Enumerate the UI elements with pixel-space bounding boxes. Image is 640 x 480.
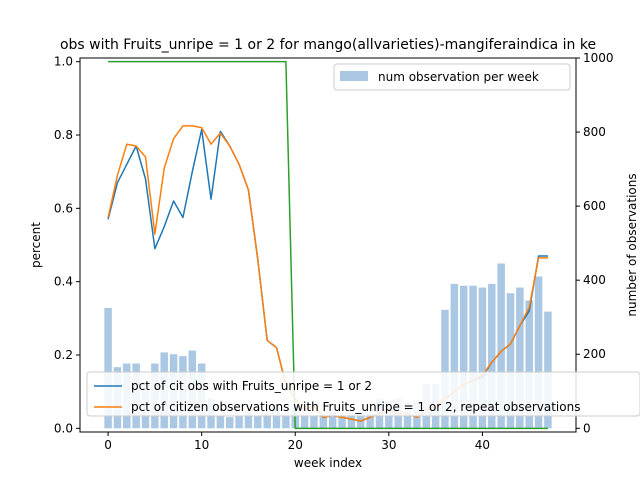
bar — [347, 413, 356, 429]
legend-box — [86, 371, 640, 417]
x-tick-label: 40 — [475, 438, 490, 452]
y-right-tick-label: 1000 — [583, 51, 614, 65]
plot-frame — [79, 57, 577, 433]
y-axis-right-label: number of observations — [625, 173, 639, 316]
x-axis-label: week index — [294, 456, 362, 470]
bar — [469, 285, 477, 429]
x-tick-label: 30 — [381, 438, 396, 452]
bar — [534, 276, 543, 429]
y-axis-right: 0 200 400 600 800 1000 — [576, 51, 614, 435]
chart-title: obs with Fruits_unripe = 1 or 2 for mang… — [60, 37, 596, 53]
legend-label: pct of cit obs with Fruits_unripe = 1 or… — [131, 379, 372, 393]
bar — [300, 413, 309, 429]
legend-lines: pct of cit obs with Fruits_unripe = 1 or… — [86, 371, 640, 417]
bar — [478, 287, 487, 429]
y-tick-label: 0.6 — [54, 201, 73, 215]
y-axis-label: percent — [29, 222, 43, 268]
bar — [104, 307, 112, 429]
x-tick-label: 10 — [194, 438, 209, 452]
y-right-tick-label: 0 — [583, 421, 591, 435]
y-tick-label: 0.2 — [54, 348, 73, 362]
bar — [282, 413, 290, 429]
y-right-tick-label: 200 — [583, 347, 606, 361]
bar — [544, 311, 552, 429]
y-tick-label: 0.4 — [54, 275, 73, 289]
y-tick-label: 0.8 — [54, 128, 73, 142]
x-tick-label: 0 — [104, 438, 112, 452]
bar — [328, 411, 337, 429]
y-right-tick-label: 600 — [583, 199, 606, 213]
legend-swatch — [340, 71, 368, 81]
bar — [263, 413, 271, 429]
legend-bars: num observation per week — [333, 63, 571, 91]
bar — [506, 293, 515, 429]
bar — [441, 309, 449, 429]
y-right-tick-label: 800 — [583, 125, 606, 139]
bar — [244, 411, 253, 429]
bar — [525, 300, 533, 429]
bar — [235, 415, 243, 429]
bar — [254, 415, 262, 429]
bar — [357, 411, 365, 429]
bar — [366, 413, 374, 429]
y-tick-label: 1.0 — [54, 55, 73, 69]
bar — [516, 287, 524, 429]
bar — [319, 415, 328, 429]
bar — [310, 415, 318, 429]
y-right-tick-label: 400 — [583, 273, 606, 287]
series-line-2 — [108, 60, 548, 430]
y-tick-label: 0.0 — [54, 421, 73, 435]
x-tick-label: 20 — [288, 438, 303, 452]
bar — [272, 406, 281, 429]
legend-label: pct of citizen observations with Fruits_… — [131, 400, 580, 414]
y-axis-left: 0.0 0.2 0.4 0.6 0.8 1.0 — [54, 55, 80, 435]
bar — [497, 263, 505, 429]
bar — [450, 283, 459, 429]
legend-label: num observation per week — [378, 70, 539, 84]
bar — [225, 417, 234, 429]
bar — [459, 285, 468, 429]
bar — [216, 415, 225, 429]
bar — [488, 283, 496, 429]
legend-box — [333, 63, 571, 91]
bar — [338, 415, 346, 429]
x-axis: 0 10 20 30 40 — [104, 432, 490, 452]
